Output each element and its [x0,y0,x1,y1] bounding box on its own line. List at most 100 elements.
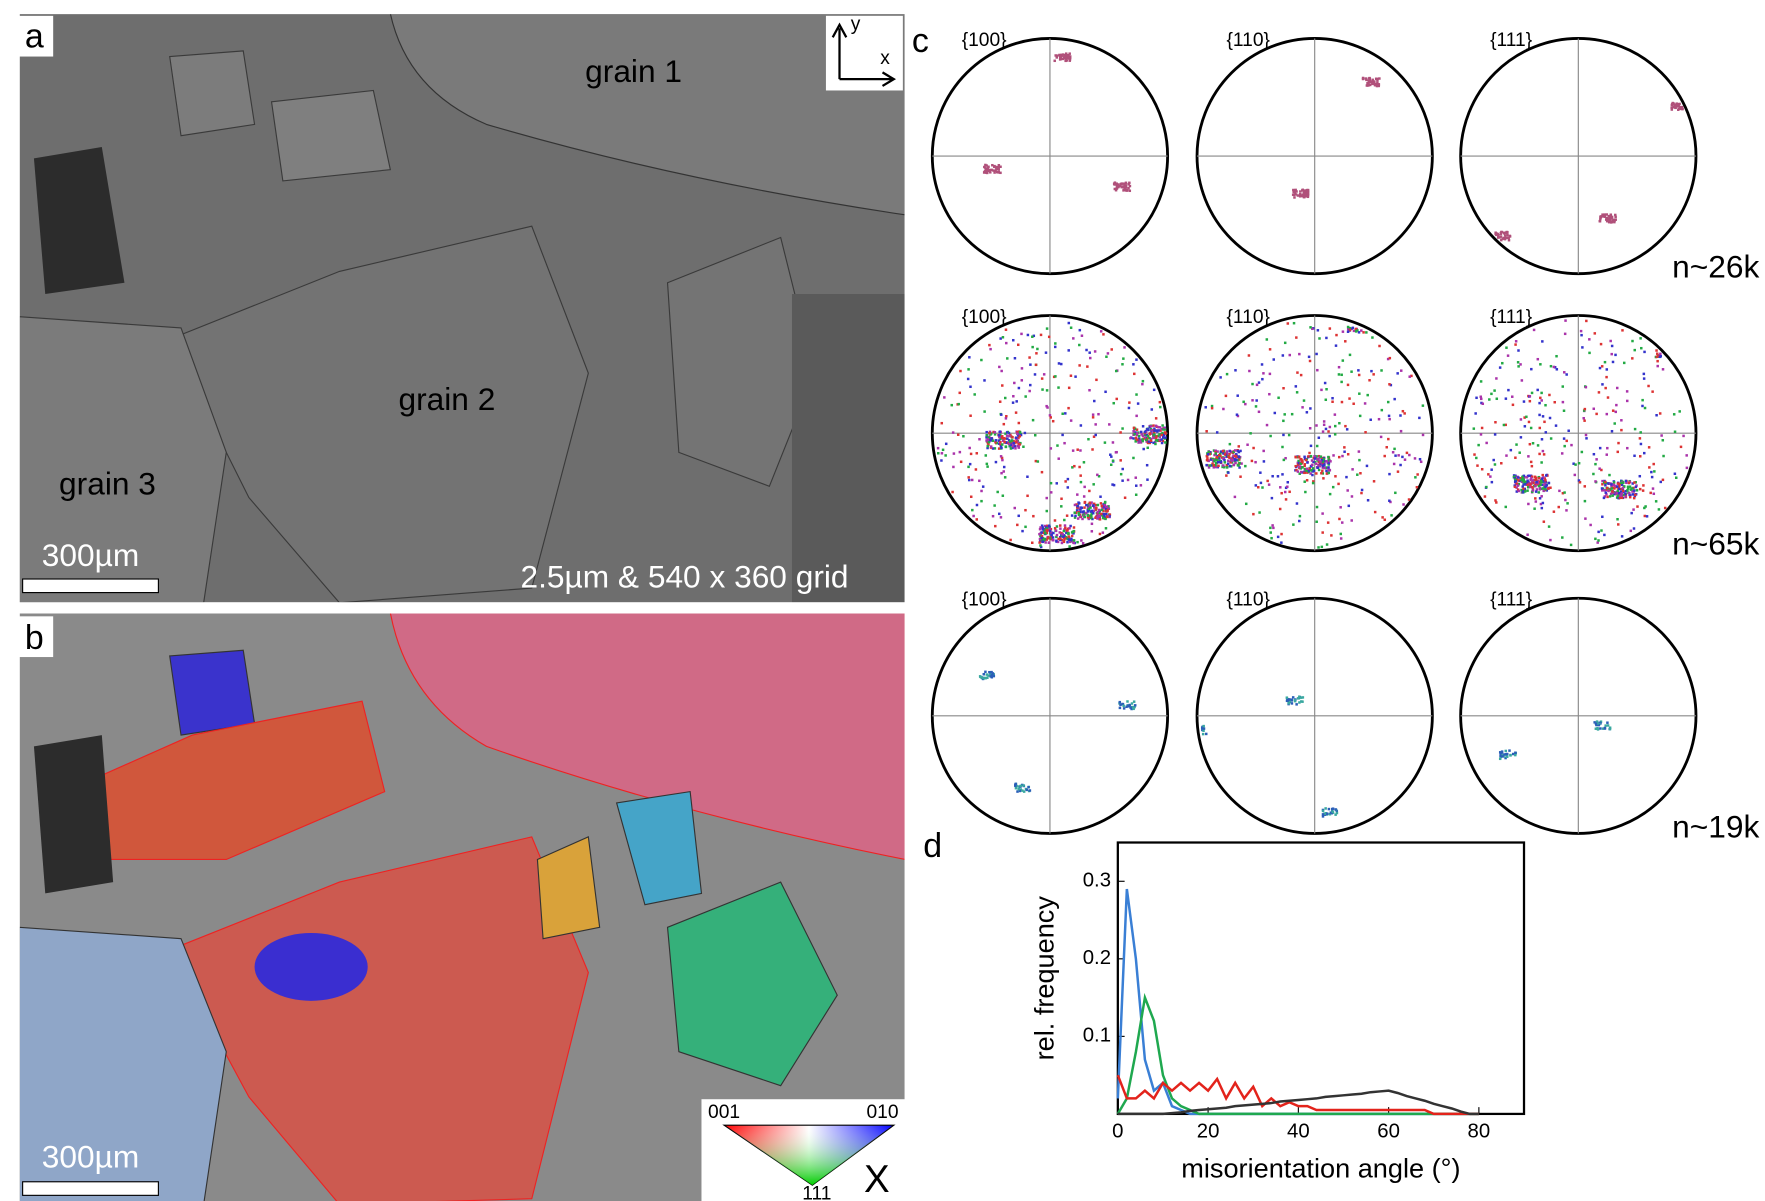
pole-density [1661,368,1665,371]
pole-density [1092,483,1095,486]
pole-density [1614,213,1617,217]
pole-density [1254,460,1257,464]
pole-density [1292,321,1296,325]
pole-density [1611,494,1614,497]
pole-density [1001,443,1004,446]
pole-density [1045,528,1049,532]
pole-density [1522,483,1525,486]
pole-density [1246,443,1249,446]
pole-density [1507,388,1510,392]
pole-density [1601,479,1604,483]
pole-density [1049,535,1053,539]
pole-density [1299,462,1303,465]
pole-density [1145,463,1149,467]
pole-density [1162,428,1165,431]
pole-density [995,170,999,174]
pole-density [989,439,992,442]
pole-density [1079,508,1082,511]
pole-density [1640,346,1643,350]
pole-density [1527,420,1531,424]
pole-density [1227,459,1230,463]
pole-density [1105,505,1109,508]
pole-density [1038,532,1041,536]
pole-density [1008,434,1011,438]
pole-density [1237,445,1241,448]
pole-density [1477,443,1480,447]
pole-density [1223,453,1227,456]
pole-density [1322,420,1326,423]
pole-density [1068,527,1071,530]
pole-density [1517,482,1520,486]
pole-density [1106,352,1110,355]
pole-density [1534,484,1537,488]
pole-density [1103,501,1107,505]
pole-density [1583,419,1586,422]
pole-density [1388,356,1392,360]
pole-density [1642,372,1646,376]
pole-density [1005,434,1009,437]
pole-density [1068,52,1071,55]
pole-density [1608,473,1611,477]
pole-density [1072,532,1075,535]
x-tick-label: 20 [1197,1120,1220,1142]
pole-density [1555,354,1558,358]
pole-density [1313,455,1317,459]
pole-density [1415,485,1419,489]
pole-density [1334,424,1337,428]
pole-density [1099,330,1103,333]
pole-density [1323,381,1327,385]
pole-density [1535,478,1538,482]
pole-density [1401,409,1405,413]
pole-density [1298,701,1301,704]
pole-density [1148,432,1152,435]
pole-density [1569,543,1573,547]
pole-density [1472,427,1476,430]
pole-density [1327,458,1331,462]
pole-density [1604,386,1607,390]
pole-density [1643,350,1646,354]
pole-density [1539,396,1542,400]
pole-density [1633,348,1636,352]
pole-density [1006,437,1009,440]
pole-density [1004,396,1007,400]
pole-density [1531,442,1535,445]
pole-density [1108,423,1111,426]
pole-density [1012,440,1015,443]
pole-density [1504,397,1508,400]
pole-density [1545,489,1549,492]
pole-density [1085,503,1088,507]
x-tick-label: 0 [1112,1120,1123,1142]
pole-density [1648,466,1651,469]
pole-density [1010,439,1014,442]
pole-density [1573,473,1577,477]
pole-density [1497,234,1500,237]
pole-density [1216,465,1220,469]
pole-density [1257,381,1261,384]
pole-density [1115,182,1118,185]
pole-density [1055,56,1058,59]
pole-density [1224,394,1228,398]
pole-density [994,165,997,169]
pole-density [1012,441,1016,445]
pole-density [1103,514,1106,517]
pole-density [1031,541,1034,545]
pole-density [1601,515,1604,519]
pole-density [1063,441,1066,445]
pole-density [1047,335,1051,339]
pole-density [1499,752,1502,755]
pole-density [986,169,990,173]
pole-density [1041,540,1045,543]
pole-density [1601,727,1605,730]
pole-density [1148,441,1152,445]
pole-density [1386,357,1390,361]
pole-density [1620,496,1624,500]
pole-density [1001,458,1004,462]
panel-label: b [25,619,44,657]
pole-density [1596,726,1599,730]
pole-density [952,465,955,469]
pole-density [1210,404,1214,408]
pole-density [1092,502,1096,506]
pole-density [1544,480,1548,484]
pole-density [1242,400,1245,404]
pole-density [1544,403,1547,407]
